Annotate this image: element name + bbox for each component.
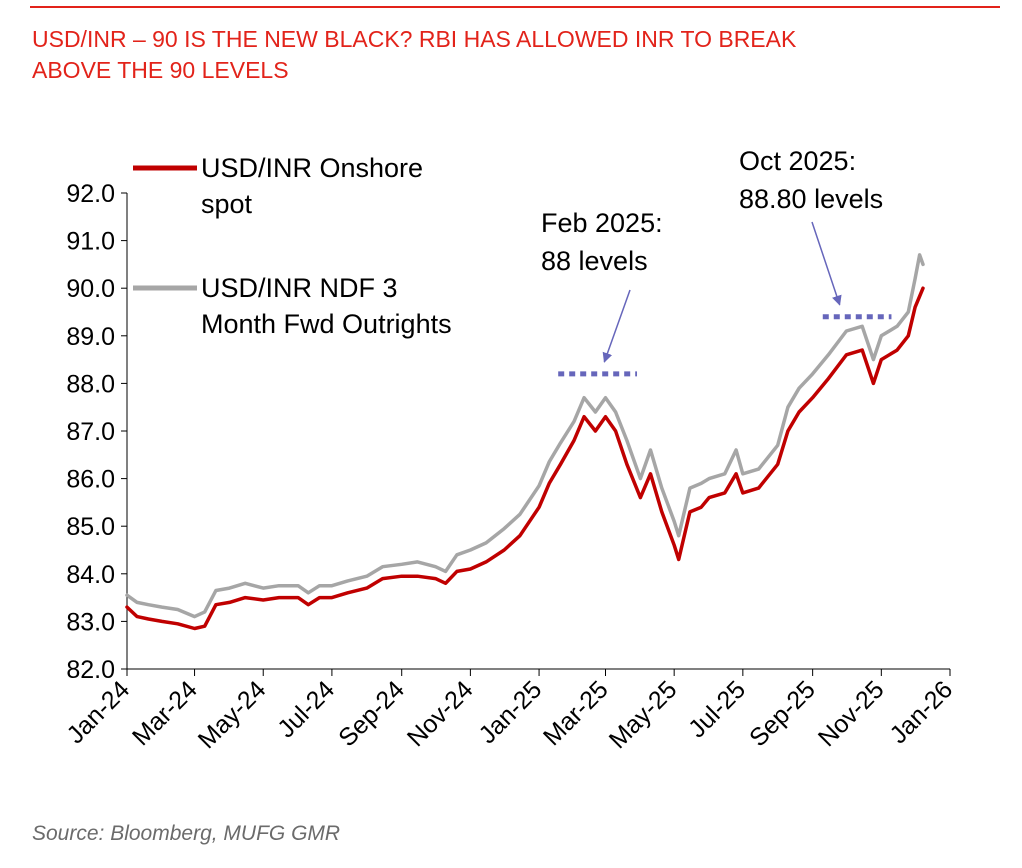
legend-label: Month Fwd Outrights (201, 309, 452, 339)
x-tick-label: Jul-24 (272, 675, 340, 743)
annotation-label: Feb 2025: (541, 208, 663, 238)
series-line-onshore-spot (125, 286, 925, 631)
legend-label: USD/INR NDF 3 (201, 273, 398, 303)
x-tick-label: Nov-25 (813, 675, 890, 752)
y-tick-label: 90.0 (66, 275, 115, 303)
annotation-label: 88.80 levels (739, 184, 883, 214)
y-tick-label: 87.0 (66, 418, 115, 446)
source-note: Source: Bloomberg, MUFG GMR (32, 822, 341, 845)
x-tick-label: Sep-24 (333, 675, 410, 752)
x-tick-label: May-24 (193, 675, 272, 754)
x-tick-label: Jan-25 (473, 675, 547, 749)
y-tick-label: 85.0 (66, 513, 115, 541)
x-tick-label: Mar-24 (127, 675, 203, 751)
y-tick-label: 89.0 (66, 323, 115, 351)
y-tick-label: 84.0 (66, 561, 115, 589)
x-tick-label: Sep-25 (744, 675, 821, 752)
legend-label: spot (201, 189, 253, 219)
y-tick-label: 82.0 (66, 656, 115, 684)
x-tick-label: Jul-25 (683, 675, 751, 743)
chart-title-line1: USD/INR – 90 IS THE NEW BLACK? RBI HAS A… (32, 26, 797, 52)
chart-title-line2: ABOVE THE 90 LEVELS (32, 57, 289, 83)
y-tick-label: 91.0 (66, 228, 115, 256)
legend-label: USD/INR Onshore (201, 153, 423, 183)
top-rule (30, 6, 1000, 8)
annotation-label: Oct 2025: (739, 146, 856, 176)
series-line-ndf-3m (125, 253, 925, 619)
chart-title: USD/INR – 90 IS THE NEW BLACK? RBI HAS A… (32, 24, 992, 86)
annotation-label: 88 levels (541, 246, 648, 276)
y-tick-label: 88.0 (66, 370, 115, 398)
x-tick-label: Nov-24 (402, 675, 479, 752)
annotation-arrow (602, 289, 631, 363)
y-tick-label: 83.0 (66, 608, 115, 636)
y-tick-label: 92.0 (66, 180, 115, 208)
x-tick-label: Jan-26 (884, 675, 958, 749)
annotation-arrow (811, 221, 842, 306)
y-tick-label: 86.0 (66, 466, 115, 494)
x-tick-label: May-25 (604, 675, 683, 754)
x-tick-label: Jan-24 (61, 675, 135, 749)
x-tick-label: Mar-25 (538, 675, 614, 751)
